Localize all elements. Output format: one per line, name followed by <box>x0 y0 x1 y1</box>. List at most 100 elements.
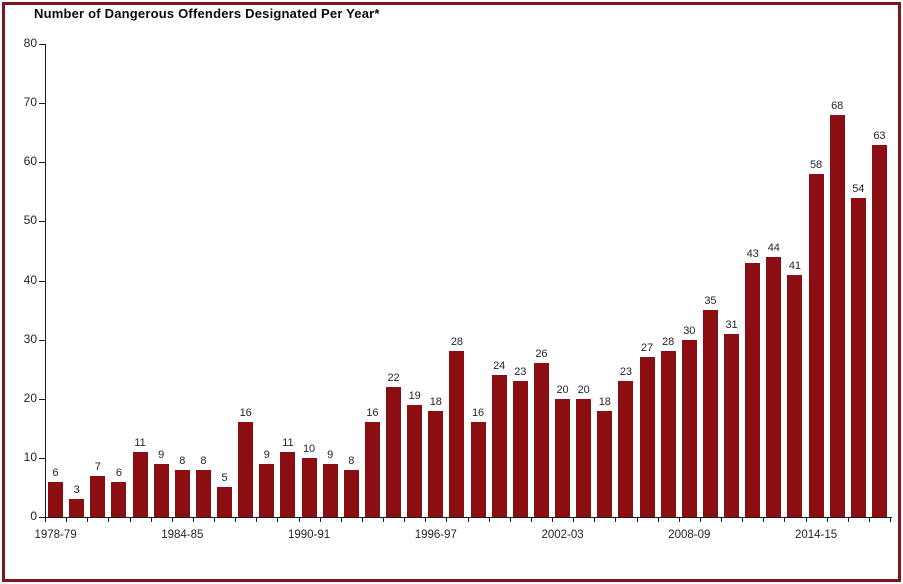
bar-value-label: 6 <box>52 466 59 479</box>
x-axis-tick <box>319 518 321 522</box>
bar <box>217 487 233 517</box>
y-axis-tick-label: 10 <box>23 449 37 464</box>
bar-value-label: 35 <box>704 295 717 308</box>
y-axis-tick <box>39 517 45 518</box>
x-axis-tick <box>235 518 237 522</box>
bar-value-label: 24 <box>493 360 506 373</box>
bar-value-label: 11 <box>282 436 294 449</box>
x-axis-tick <box>742 518 744 522</box>
x-axis-tick-label: 1978-79 <box>34 529 77 541</box>
x-axis-tick <box>192 518 194 522</box>
x-axis-line <box>45 517 892 518</box>
bar <box>343 469 359 517</box>
x-axis-tick <box>277 518 279 522</box>
bar <box>195 469 211 517</box>
x-axis-tick <box>171 518 173 522</box>
y-axis-tick <box>39 398 45 400</box>
x-axis-tick <box>805 518 807 522</box>
x-axis-tick <box>425 518 427 522</box>
bar <box>766 256 782 517</box>
bar <box>238 422 254 517</box>
y-axis-tick-label: 50 <box>23 213 37 228</box>
bar <box>702 310 718 517</box>
bar-value-label: 8 <box>200 454 207 467</box>
bar-value-label: 43 <box>746 247 759 260</box>
y-axis-line <box>45 44 46 518</box>
x-axis-tick <box>340 518 342 522</box>
y-axis-tick-label: 60 <box>23 154 37 169</box>
x-axis-tick <box>678 518 680 522</box>
bar-value-label: 58 <box>809 159 823 172</box>
bar <box>407 404 423 517</box>
x-axis-tick <box>594 518 596 522</box>
x-axis-tick <box>890 518 891 522</box>
bar-value-label: 30 <box>683 324 696 337</box>
bar-value-label: 16 <box>471 407 485 420</box>
x-axis-tick-label: 1990-91 <box>287 529 331 541</box>
bar <box>576 398 592 517</box>
x-axis-tick-label: 2008-09 <box>668 529 711 541</box>
bar <box>69 499 85 517</box>
bar-value-label: 27 <box>640 342 654 355</box>
x-axis-tick <box>763 518 765 522</box>
bar <box>533 363 549 517</box>
y-axis-tick <box>39 162 45 164</box>
x-axis-tick <box>150 518 152 522</box>
x-axis-tick <box>699 518 701 522</box>
bar <box>555 398 571 517</box>
y-axis-tick-label: 70 <box>23 95 37 110</box>
bar-value-label: 23 <box>514 366 527 378</box>
x-axis-tick-label: 1984-85 <box>161 529 204 541</box>
bar <box>90 475 106 517</box>
bar <box>808 174 824 517</box>
bar-value-label: 28 <box>662 336 675 349</box>
y-axis-tick-label: 40 <box>23 272 37 287</box>
bar <box>681 339 697 517</box>
x-axis-tick <box>446 518 448 522</box>
x-axis-tick <box>868 518 870 522</box>
y-axis-tick <box>39 221 45 223</box>
y-axis-tick <box>39 339 45 341</box>
bar <box>428 410 444 517</box>
y-axis-tick-label: 30 <box>23 331 37 346</box>
bar <box>639 357 655 517</box>
bar-value-label: 16 <box>366 407 379 420</box>
bar-value-label: 18 <box>598 395 611 408</box>
x-axis-tick <box>826 518 828 522</box>
bar <box>48 481 64 517</box>
x-axis-tick <box>45 518 46 522</box>
chart-title: Number of Dangerous Offenders Designated… <box>34 6 380 21</box>
x-axis-tick <box>214 518 215 522</box>
x-axis-tick <box>615 518 617 522</box>
bar-value-label: 16 <box>239 407 252 420</box>
bar-value-label: 9 <box>263 448 270 461</box>
bar-value-label: 22 <box>387 371 400 384</box>
x-axis-tick <box>721 518 722 522</box>
bar-value-label: 9 <box>327 448 334 461</box>
bar-value-label: 26 <box>535 348 548 361</box>
bar-value-label: 44 <box>767 241 780 254</box>
bar-value-label: 63 <box>873 129 886 142</box>
bar-value-label: 28 <box>450 336 464 349</box>
x-axis-tick <box>383 518 384 522</box>
bar-value-label: 18 <box>429 395 442 408</box>
bar-value-label: 20 <box>577 383 590 396</box>
bar <box>871 144 887 517</box>
x-axis-tick <box>129 518 131 522</box>
y-axis-tick-label: 20 <box>23 390 37 405</box>
bar <box>660 351 676 517</box>
bar <box>597 410 613 517</box>
y-axis-tick <box>39 280 45 282</box>
bar <box>787 274 803 517</box>
bar-value-label: 10 <box>302 442 316 455</box>
bar <box>724 333 740 517</box>
bar <box>259 463 275 517</box>
bar <box>449 351 465 517</box>
bar <box>132 451 148 517</box>
x-axis-tick <box>108 518 110 522</box>
bar <box>512 381 528 517</box>
x-axis-tick <box>530 518 532 522</box>
bar <box>850 197 866 517</box>
bar-value-label: 54 <box>852 182 865 195</box>
